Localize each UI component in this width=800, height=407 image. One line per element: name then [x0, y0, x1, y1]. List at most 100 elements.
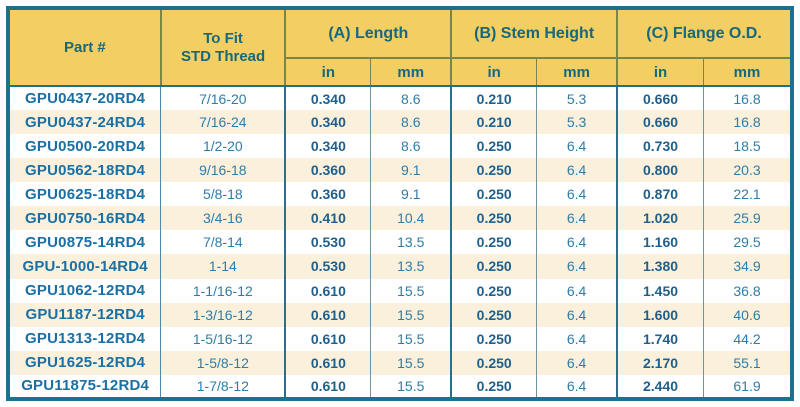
cell-part-number: GPU0437-24RD4	[25, 113, 146, 131]
cell-length-mm: 13.5	[370, 230, 452, 255]
cell-length-mm: 15.5	[370, 374, 452, 399]
cell-stem-mm: 6.4	[536, 350, 618, 375]
subheader-length-in: in	[284, 58, 371, 87]
table-row: GPU1062-12RD4 1-1/16-12 0.610 15.5 0.250…	[8, 278, 792, 303]
cell-std-thread: 9/16-18	[160, 158, 286, 183]
cell-stem-mm: 6.4	[536, 278, 618, 303]
cell-std-thread: 5/8-18	[160, 182, 286, 207]
cell-stem-in: 0.250	[450, 182, 537, 207]
cell-flange-mm: 22.1	[703, 182, 792, 207]
cell-flange-in: 2.170	[616, 350, 704, 375]
cell-length-mm: 15.5	[370, 326, 452, 351]
cell-std-thread: 7/8-14	[160, 230, 286, 255]
cell-std-thread: 7/16-20	[160, 86, 286, 111]
column-group-stem-height: (B) Stem Height	[450, 8, 618, 59]
cell-length-mm: 9.1	[370, 158, 452, 183]
cell-length-in: 0.360	[284, 158, 371, 183]
table-row: GPU0875-14RD4 7/8-14 0.530 13.5 0.250 6.…	[8, 230, 792, 255]
cell-stem-in: 0.210	[450, 86, 537, 111]
table-row: GPU11875-12RD4 1-7/8-12 0.610 15.5 0.250…	[8, 374, 792, 399]
cell-stem-mm: 6.4	[536, 182, 618, 207]
table-row: GPU0562-18RD4 9/16-18 0.360 9.1 0.250 6.…	[8, 158, 792, 183]
cell-stem-in: 0.250	[450, 254, 537, 279]
cell-length-mm: 9.1	[370, 182, 452, 207]
table-row: GPU1625-12RD4 1-5/8-12 0.610 15.5 0.250 …	[8, 350, 792, 375]
cell-flange-mm: 61.9	[703, 374, 792, 399]
cell-stem-mm: 6.4	[536, 206, 618, 231]
cell-std-thread: 1/2-20	[160, 134, 286, 159]
cell-stem-mm: 5.3	[536, 110, 618, 135]
cell-length-mm: 8.6	[370, 86, 452, 111]
cell-flange-in: 2.440	[616, 374, 704, 399]
column-group-length: (A) Length	[284, 8, 452, 59]
cell-stem-in: 0.250	[450, 230, 537, 255]
table-row: GPU0437-24RD4 7/16-24 0.340 8.6 0.210 5.…	[8, 110, 792, 135]
cell-part-number: GPU0500-20RD4	[25, 137, 146, 155]
cell-flange-mm: 20.3	[703, 158, 792, 183]
cell-flange-mm: 44.2	[703, 326, 792, 351]
cell-flange-mm: 16.8	[703, 110, 792, 135]
cell-flange-in: 1.740	[616, 326, 704, 351]
cell-length-in: 0.530	[284, 254, 371, 279]
cell-std-thread: 1-14	[160, 254, 286, 279]
cell-part-number: GPU0750-16RD4	[25, 209, 146, 227]
subheader-flange-in: in	[616, 58, 704, 87]
cell-length-mm: 15.5	[370, 350, 452, 375]
table-body: GPU0437-20RD4 7/16-20 0.340 8.6 0.210 5.…	[8, 86, 792, 399]
cell-part-number: GPU0875-14RD4	[25, 233, 146, 251]
cell-part-number: GPU1062-12RD4	[25, 282, 146, 300]
cell-std-thread: 1-3/16-12	[160, 302, 286, 327]
cell-length-in: 0.610	[284, 350, 371, 375]
cell-part-number: GPU1625-12RD4	[25, 354, 146, 372]
cell-stem-in: 0.250	[450, 350, 537, 375]
cell-std-thread: 1-5/16-12	[160, 326, 286, 351]
table-row: GPU1187-12RD4 1-3/16-12 0.610 15.5 0.250…	[8, 302, 792, 327]
cell-flange-in: 0.800	[616, 158, 704, 183]
cell-stem-in: 0.250	[450, 278, 537, 303]
cell-part-number: GPU1313-12RD4	[25, 330, 146, 348]
subheader-length-mm: mm	[370, 58, 452, 87]
column-group-flange-od: (C) Flange O.D.	[616, 8, 792, 59]
cell-stem-in: 0.210	[450, 110, 537, 135]
column-header-std-thread: To Fit STD Thread	[159, 8, 286, 87]
cell-length-mm: 8.6	[370, 134, 452, 159]
subheader-flange-mm: mm	[703, 58, 792, 87]
subheader-stem-in: in	[450, 58, 537, 87]
cell-stem-mm: 6.4	[536, 134, 618, 159]
table-row: GPU-1000-14RD4 1-14 0.530 13.5 0.250 6.4…	[8, 254, 792, 279]
cell-stem-mm: 6.4	[536, 254, 618, 279]
cell-length-mm: 10.4	[370, 206, 452, 231]
cell-std-thread: 3/4-16	[160, 206, 286, 231]
cell-length-in: 0.410	[284, 206, 371, 231]
column-header-part-number: Part #	[8, 8, 161, 87]
cell-stem-in: 0.250	[450, 206, 537, 231]
cell-part-number: GPU1187-12RD4	[25, 306, 145, 324]
cell-flange-in: 0.730	[616, 134, 704, 159]
table-row: GPU0437-20RD4 7/16-20 0.340 8.6 0.210 5.…	[8, 86, 792, 111]
cell-std-thread: 1-7/8-12	[160, 374, 286, 399]
cell-std-thread: 1-5/8-12	[160, 350, 286, 375]
cell-length-in: 0.610	[284, 278, 371, 303]
table-header: Part # To Fit STD Thread (A) Length (B) …	[8, 8, 792, 87]
cell-stem-mm: 6.4	[536, 326, 618, 351]
cell-length-in: 0.610	[284, 374, 371, 399]
cell-part-number: GPU-1000-14RD4	[22, 257, 148, 275]
cell-flange-mm: 25.9	[703, 206, 792, 231]
cell-flange-mm: 16.8	[703, 86, 792, 111]
cell-flange-in: 0.870	[616, 182, 704, 207]
cell-stem-in: 0.250	[450, 326, 537, 351]
cell-length-in: 0.340	[284, 110, 371, 135]
cell-stem-mm: 6.4	[536, 374, 618, 399]
cell-stem-mm: 6.4	[536, 302, 618, 327]
cell-flange-mm: 55.1	[703, 350, 792, 375]
cell-stem-in: 0.250	[450, 134, 537, 159]
cell-length-in: 0.610	[284, 302, 371, 327]
cell-stem-mm: 6.4	[536, 230, 618, 255]
cell-flange-in: 1.600	[616, 302, 704, 327]
cell-flange-in: 0.660	[616, 86, 704, 111]
cell-length-in: 0.340	[284, 86, 371, 111]
cell-length-in: 0.610	[284, 326, 371, 351]
cell-flange-mm: 29.5	[703, 230, 792, 255]
cell-length-mm: 15.5	[370, 278, 452, 303]
table-row: GPU0625-18RD4 5/8-18 0.360 9.1 0.250 6.4…	[8, 182, 792, 207]
